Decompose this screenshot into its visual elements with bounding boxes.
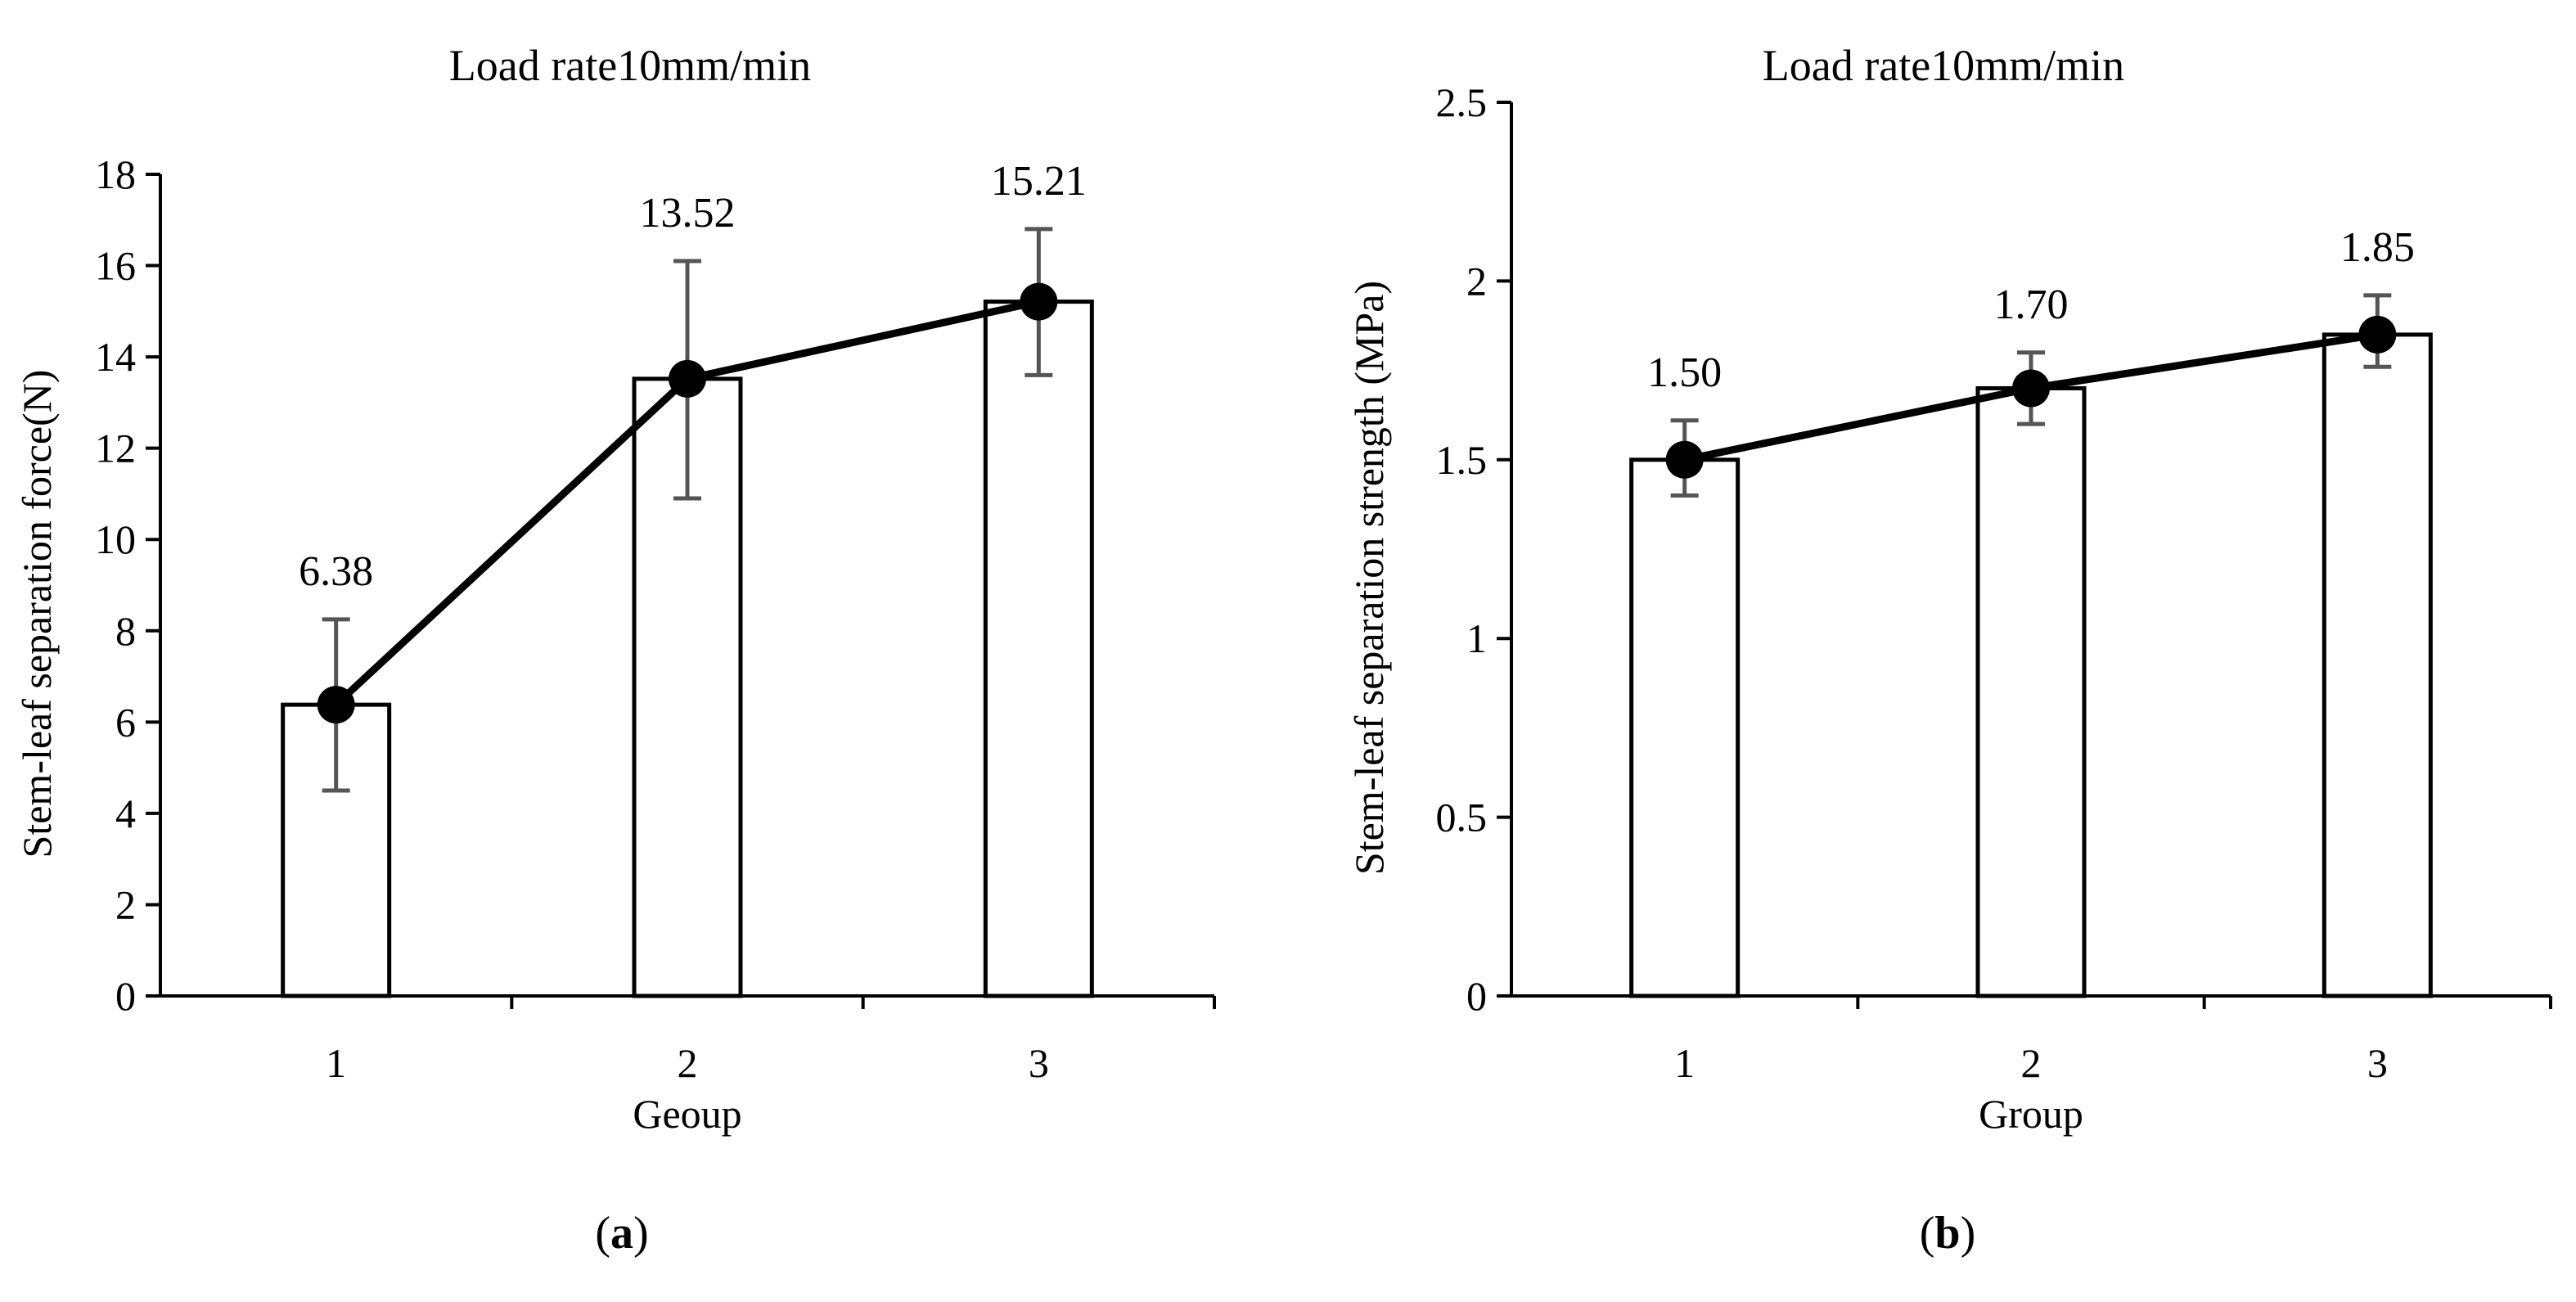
caption-open-paren: (	[1920, 1208, 1935, 1259]
data-point-group-2	[2012, 369, 2050, 408]
x-tick-label: 2	[2021, 1040, 2042, 1086]
chart-panel-a: Load rate10mm/min0246810121416186.3813.5…	[14, 41, 1216, 1259]
caption-close-paren: )	[633, 1208, 649, 1259]
panel-caption: (a)	[595, 1208, 648, 1259]
bar-group-2	[1975, 385, 2087, 998]
y-tick-label: 0.5	[1436, 795, 1488, 840]
data-point-group-2	[669, 359, 706, 398]
data-point-group-3	[1020, 282, 1058, 321]
y-axis-label: Stem-leaf separation force(N)	[14, 370, 60, 858]
caption-open-paren: (	[595, 1208, 610, 1259]
y-tick-label: 0	[115, 973, 136, 1019]
y-tick-label: 0	[1466, 973, 1487, 1019]
x-tick-label: 3	[1029, 1040, 1049, 1086]
y-tick-label: 2	[1466, 258, 1487, 304]
y-tick-label: 16	[95, 243, 136, 289]
data-label-group-2: 1.70	[1994, 282, 2069, 328]
data-label-group-1: 6.38	[299, 548, 373, 595]
x-axis-label: Geoup	[633, 1091, 741, 1137]
y-tick-label: 12	[95, 426, 136, 471]
x-tick-label: 2	[678, 1040, 698, 1086]
chart-panel-b: Load rate10mm/min 0 0.5 1 1.5 2 2.5 1.50 1.70 1.8…	[1346, 41, 2552, 1259]
data-label-group-2: 13.52	[640, 190, 736, 237]
data-point-group-3	[2358, 315, 2397, 354]
data-label-group-1: 1.50	[1647, 349, 1722, 396]
data-point-group-1	[317, 686, 355, 724]
x-tick-label: 1	[1674, 1040, 1695, 1086]
y-tick-label: 10	[95, 516, 136, 562]
bar-group-3	[983, 300, 1094, 998]
data-point-group-1	[1665, 440, 1704, 479]
y-tick-label: 1.5	[1436, 437, 1488, 483]
y-axis-label: Stem-leaf separation strength (MPa)	[1346, 281, 1392, 875]
caption-close-paren: )	[1961, 1208, 1976, 1259]
data-label-group-3: 15.21	[991, 158, 1087, 205]
x-tick-label: 3	[2367, 1040, 2388, 1086]
chart-title: Load rate10mm/min	[1763, 41, 2124, 90]
y-tick-label: 8	[115, 608, 136, 654]
data-label-group-3: 1.85	[2340, 224, 2415, 271]
caption-letter: a	[610, 1208, 633, 1259]
y-tick-label: 6	[115, 699, 136, 745]
x-tick-label: 1	[326, 1040, 346, 1086]
caption-letter: b	[1934, 1208, 1960, 1259]
bar-group-3	[2322, 332, 2433, 998]
y-tick-label: 1	[1466, 615, 1487, 661]
chart-title: Load rate10mm/min	[449, 41, 811, 90]
y-tick-label: 2.5	[1436, 79, 1488, 125]
x-axis-label: Group	[1979, 1091, 2083, 1137]
y-tick-label: 4	[115, 791, 136, 836]
bar-group-1	[1629, 457, 1741, 998]
y-tick-label: 18	[95, 151, 136, 197]
panel-caption: (b)	[1920, 1208, 1975, 1259]
y-tick-label: 14	[95, 334, 136, 380]
y-tick-label: 2	[115, 881, 136, 927]
